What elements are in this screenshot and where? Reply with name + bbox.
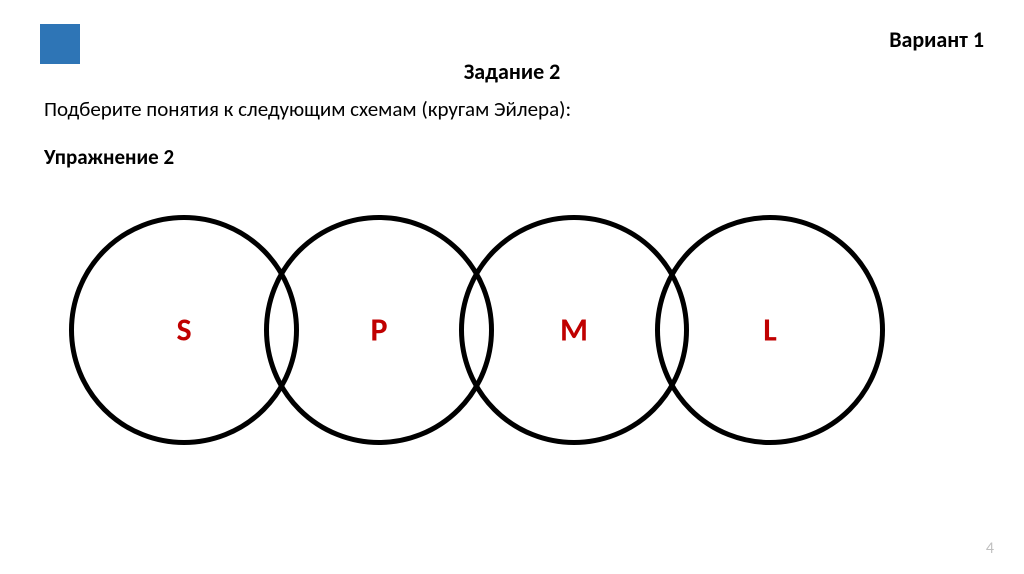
circle-label-p: P	[370, 311, 387, 350]
circle-label-m: M	[560, 311, 588, 350]
euler-diagram: SPML	[44, 200, 904, 460]
page-number: 4	[986, 539, 994, 558]
instruction-text: Подберите понятия к следующим схемам (кр…	[44, 96, 571, 122]
circle-label-s: S	[176, 311, 191, 350]
circle-label-l: L	[763, 311, 777, 350]
variant-title: Вариант 1	[889, 26, 984, 53]
exercise-label: Упражнение 2	[44, 144, 174, 170]
task-title: Задание 2	[0, 58, 1024, 85]
